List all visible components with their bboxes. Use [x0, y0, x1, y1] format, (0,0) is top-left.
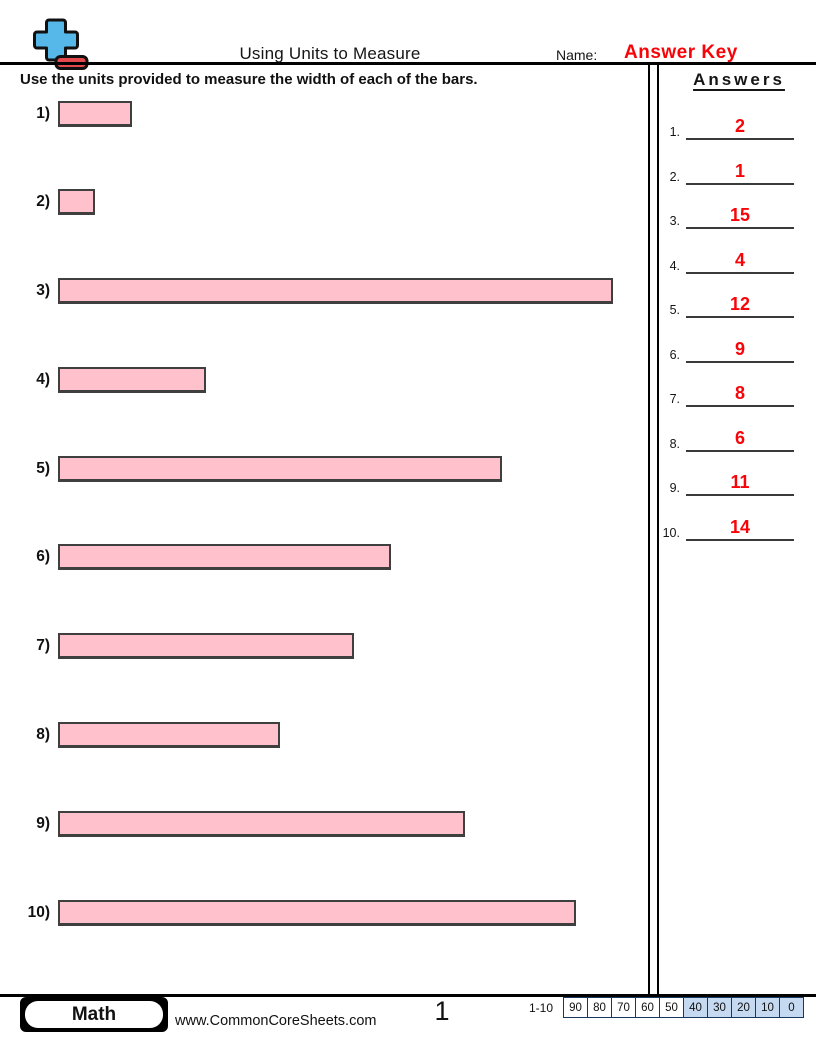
problem-number-label: 4) — [36, 370, 50, 388]
measure-bar — [58, 899, 576, 926]
measure-bar — [58, 188, 95, 215]
score-cell: 40 — [683, 997, 708, 1018]
problem-number-label: 6) — [36, 547, 50, 565]
answer-key-text: Answer Key — [624, 42, 738, 63]
measure-bar — [58, 277, 613, 304]
answer-value: 15 — [686, 205, 794, 229]
website-url: www.CommonCoreSheets.com — [175, 1013, 377, 1029]
name-label: Name: — [556, 47, 598, 63]
measure-bar — [58, 543, 391, 570]
score-cell: 10 — [755, 997, 780, 1018]
measure-bar — [58, 366, 206, 393]
problem-row: 3) — [0, 277, 613, 304]
answers-divider-line — [648, 65, 659, 994]
answer-row: 7. 8 — [654, 377, 794, 407]
answer-row: 8. 6 — [654, 422, 794, 452]
score-cell: 20 — [731, 997, 756, 1018]
answer-number: 6. — [669, 348, 680, 362]
footer-rule — [0, 994, 816, 997]
answer-value: 2 — [686, 116, 794, 140]
score-cell: 30 — [707, 997, 732, 1018]
problem-row: 7) — [0, 632, 354, 659]
answer-number: 3. — [669, 214, 680, 228]
measure-bar — [58, 810, 465, 837]
subject-badge: Math — [20, 997, 168, 1032]
header-rule — [0, 62, 816, 65]
problem-row: 8) — [0, 721, 280, 748]
answer-row: 10. 14 — [654, 511, 794, 541]
answer-number: 1. — [669, 125, 680, 139]
score-range-label: 1-10 — [529, 1001, 554, 1015]
answer-value: 12 — [686, 294, 794, 318]
answer-number: 8. — [669, 437, 680, 451]
measure-bar — [58, 721, 280, 748]
score-cell: 60 — [635, 997, 660, 1018]
answer-row: 5. 12 — [654, 288, 794, 318]
score-cell: 0 — [779, 997, 804, 1018]
problem-number-label: 5) — [36, 459, 50, 477]
subject-label: Math — [25, 1001, 163, 1028]
problem-number-label: 10) — [27, 903, 50, 921]
problem-number-label: 3) — [36, 281, 50, 299]
problem-number-label: 8) — [36, 725, 50, 743]
answer-value: 9 — [686, 339, 794, 363]
answer-value: 4 — [686, 250, 794, 274]
problem-number-label: 9) — [36, 814, 50, 832]
answer-value: 14 — [686, 517, 794, 541]
score-table: 90 80 70 60 50 40 30 20 10 0 — [563, 997, 804, 1018]
answer-value: 8 — [686, 383, 794, 407]
answer-row: 9. 11 — [654, 466, 794, 496]
answer-number: 5. — [669, 303, 680, 317]
measure-bar — [58, 455, 502, 482]
problem-row: 5) — [0, 455, 502, 482]
problem-row: 9) — [0, 810, 465, 837]
page-number: 1 — [434, 996, 450, 1026]
problem-row: 6) — [0, 543, 391, 570]
problem-number-label: 2) — [36, 192, 50, 210]
answer-value: 6 — [686, 428, 794, 452]
problem-row: 1) — [0, 100, 132, 127]
answer-row: 4. 4 — [654, 244, 794, 274]
problem-row: 4) — [0, 366, 206, 393]
answer-number: 10. — [662, 526, 680, 540]
answer-row: 1. 2 — [654, 110, 794, 140]
answer-number: 7. — [669, 392, 680, 406]
score-cell: 90 — [563, 997, 588, 1018]
answers-heading: Answers — [693, 70, 785, 89]
problem-number-label: 7) — [36, 636, 50, 654]
answer-row: 3. 15 — [654, 199, 794, 229]
page-title: Using Units to Measure — [239, 44, 421, 63]
answer-number: 2. — [669, 170, 680, 184]
measure-bar — [58, 632, 354, 659]
score-cell: 70 — [611, 997, 636, 1018]
answer-number: 4. — [669, 259, 680, 273]
score-cell: 50 — [659, 997, 684, 1018]
score-cell: 80 — [587, 997, 612, 1018]
problem-number-label: 1) — [36, 104, 50, 122]
answer-row: 6. 9 — [654, 333, 794, 363]
answer-number: 9. — [669, 481, 680, 495]
answer-value: 1 — [686, 161, 794, 185]
instruction-text: Use the units provided to measure the wi… — [20, 71, 478, 88]
problem-row: 2) — [0, 188, 95, 215]
answer-value: 11 — [686, 472, 794, 496]
answer-row: 2. 1 — [654, 155, 794, 185]
measure-bar — [58, 100, 132, 127]
problem-row: 10) — [0, 899, 576, 926]
